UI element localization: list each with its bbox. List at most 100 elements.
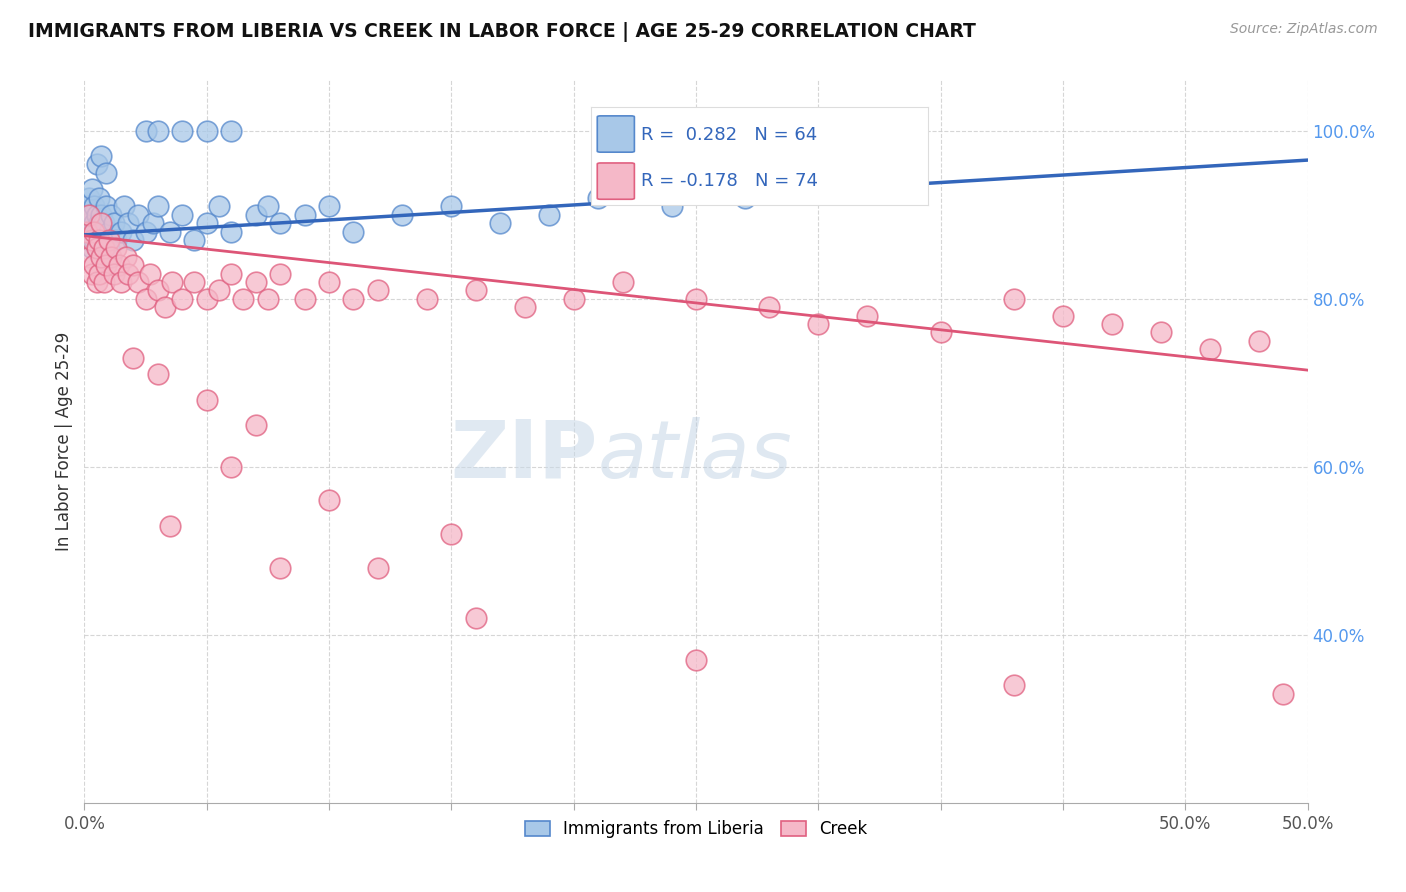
Point <box>464 283 486 297</box>
Point <box>110 225 132 239</box>
Point <box>97 241 120 255</box>
Point <box>127 208 149 222</box>
Point <box>142 216 165 230</box>
Point <box>80 182 103 196</box>
Point <box>685 653 707 667</box>
Point <box>80 233 103 247</box>
Point <box>294 208 316 222</box>
Point <box>97 225 120 239</box>
Y-axis label: In Labor Force | Age 25-29: In Labor Force | Age 25-29 <box>55 332 73 551</box>
Point <box>1002 678 1025 692</box>
Point <box>135 225 157 239</box>
Point <box>80 208 103 222</box>
Point <box>86 208 108 222</box>
Point <box>87 216 110 230</box>
Point <box>80 225 103 239</box>
Point <box>219 459 242 474</box>
Point <box>76 225 98 239</box>
Point <box>117 267 139 281</box>
Point <box>195 392 218 407</box>
Point <box>219 225 242 239</box>
Point <box>146 283 169 297</box>
Point <box>80 267 103 281</box>
Point <box>135 124 157 138</box>
Point <box>159 518 181 533</box>
Point <box>146 199 169 213</box>
Point <box>232 292 254 306</box>
Text: atlas: atlas <box>598 417 793 495</box>
Point <box>87 191 110 205</box>
Point <box>257 292 280 306</box>
Point <box>612 275 634 289</box>
Point <box>76 225 98 239</box>
Point <box>127 275 149 289</box>
Point <box>464 611 486 625</box>
Point <box>122 351 145 365</box>
Point <box>80 241 103 255</box>
Point <box>342 225 364 239</box>
Point <box>83 233 105 247</box>
Point <box>93 233 115 247</box>
Point <box>807 182 830 196</box>
Point <box>269 267 291 281</box>
Point <box>86 275 108 289</box>
Point <box>269 560 291 574</box>
Point <box>685 292 707 306</box>
Point <box>489 216 512 230</box>
Point <box>440 199 463 213</box>
Legend: Immigrants from Liberia, Creek: Immigrants from Liberia, Creek <box>519 814 873 845</box>
Point <box>105 233 128 247</box>
Text: ZIP: ZIP <box>451 417 598 495</box>
Text: R =  0.282   N = 64: R = 0.282 N = 64 <box>641 126 817 144</box>
Point <box>77 250 100 264</box>
Point <box>661 199 683 213</box>
Point <box>159 225 181 239</box>
Point <box>367 560 389 574</box>
Point <box>90 250 112 264</box>
Point <box>1198 342 1220 356</box>
Point <box>172 292 194 306</box>
Point <box>87 267 110 281</box>
Point <box>87 233 110 247</box>
Point <box>97 233 120 247</box>
Point <box>83 258 105 272</box>
Point <box>86 225 108 239</box>
Point <box>77 233 100 247</box>
Point <box>929 326 952 340</box>
Point <box>807 317 830 331</box>
Point <box>219 267 242 281</box>
Point <box>117 216 139 230</box>
Point <box>96 166 118 180</box>
Point <box>122 258 145 272</box>
Point <box>219 124 242 138</box>
Point <box>245 208 267 222</box>
Point <box>208 199 231 213</box>
Point <box>562 292 585 306</box>
Point <box>880 174 903 188</box>
Point <box>77 216 100 230</box>
Point <box>1052 309 1074 323</box>
FancyBboxPatch shape <box>598 163 634 199</box>
Point <box>758 300 780 314</box>
Point <box>153 300 176 314</box>
Text: IMMIGRANTS FROM LIBERIA VS CREEK IN LABOR FORCE | AGE 25-29 CORRELATION CHART: IMMIGRANTS FROM LIBERIA VS CREEK IN LABO… <box>28 22 976 42</box>
Point <box>172 208 194 222</box>
Point <box>107 258 129 272</box>
Point <box>195 216 218 230</box>
Point <box>112 199 135 213</box>
Point <box>83 225 105 239</box>
Point <box>586 191 609 205</box>
Point <box>1101 317 1123 331</box>
Point <box>122 233 145 247</box>
Point <box>100 250 122 264</box>
Point <box>183 233 205 247</box>
Point <box>318 493 340 508</box>
Point <box>162 275 184 289</box>
Point <box>90 208 112 222</box>
Point <box>83 199 105 213</box>
Point <box>115 250 138 264</box>
Point <box>513 300 536 314</box>
Text: R = -0.178   N = 74: R = -0.178 N = 74 <box>641 171 818 190</box>
Point <box>146 124 169 138</box>
Point <box>342 292 364 306</box>
